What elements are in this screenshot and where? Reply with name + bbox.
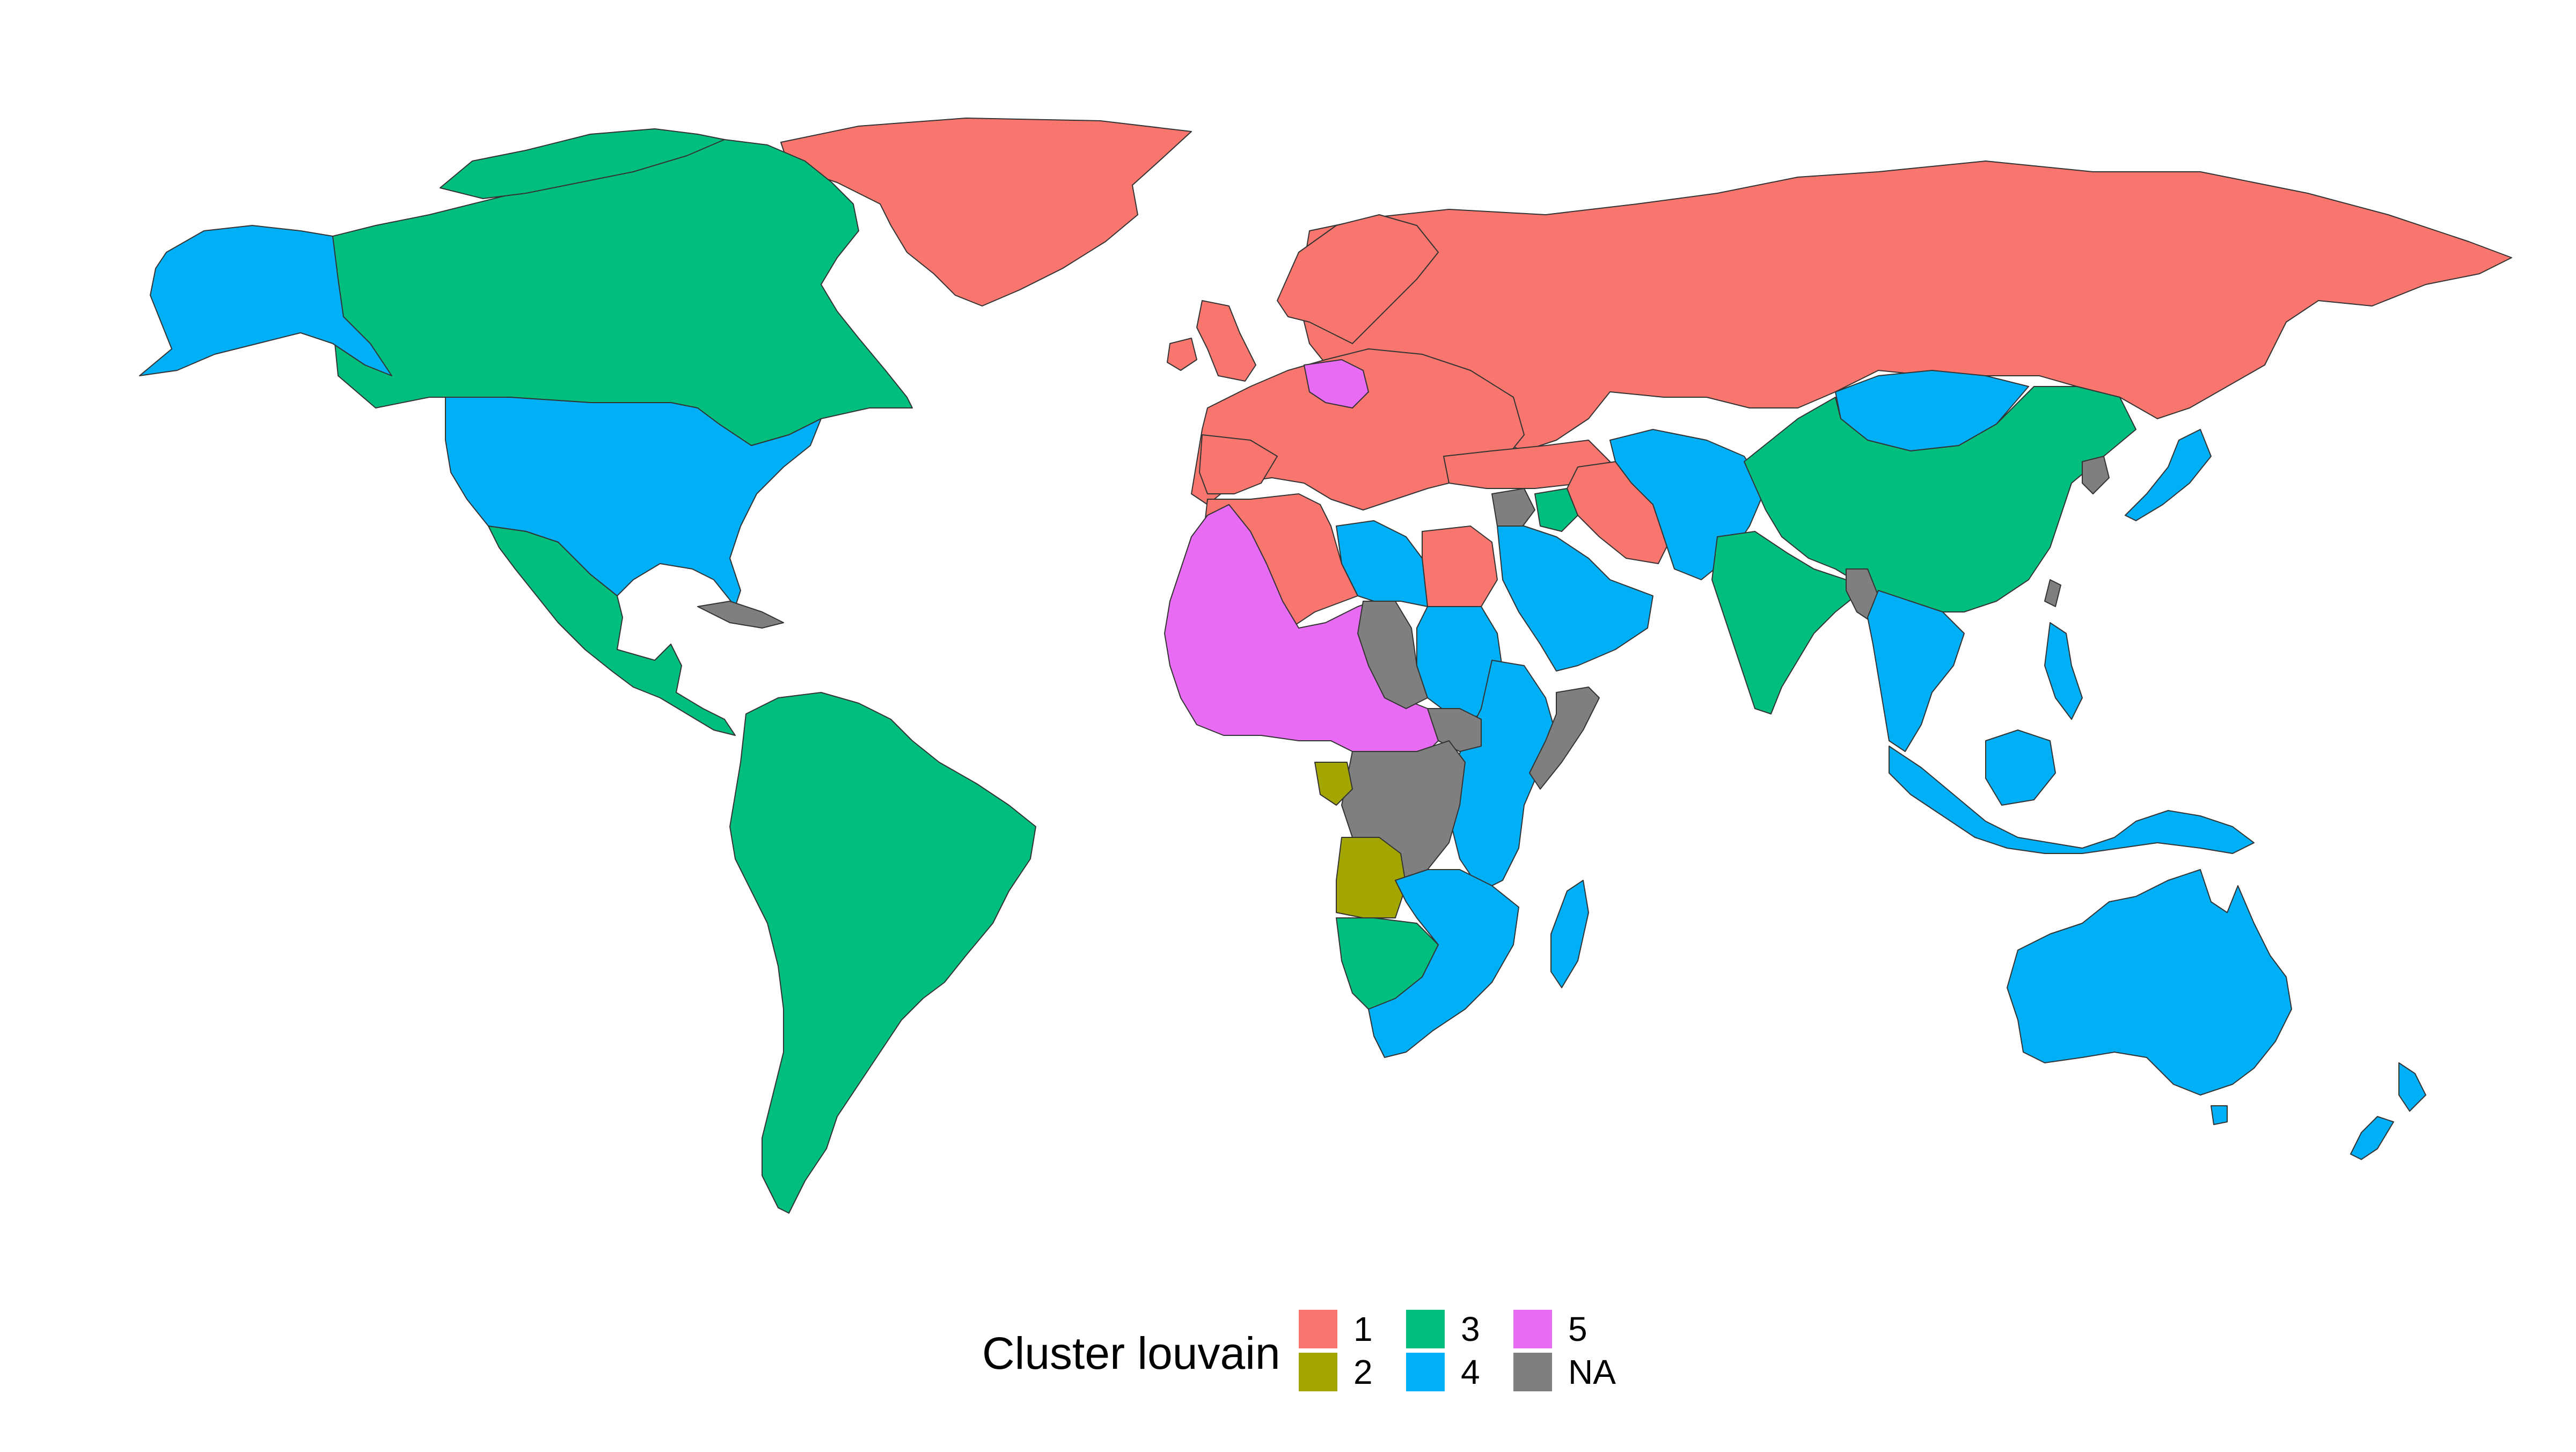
region-angola [1336, 837, 1407, 918]
region-germany [1304, 359, 1369, 408]
region-taiwan [2044, 579, 2061, 607]
region-india [1711, 531, 1863, 714]
legend-entries: 1 2 3 4 5 NA [1299, 1310, 1616, 1391]
region-new-zealand-south [2350, 1116, 2394, 1160]
legend-label-3: 3 [1461, 1310, 1480, 1348]
region-south-america [729, 692, 1036, 1214]
region-southern-africa [1368, 869, 1519, 1058]
region-iberia [1199, 434, 1278, 494]
region-new-zealand [2398, 1062, 2426, 1112]
region-europe [1191, 348, 1525, 510]
region-indonesia [1889, 746, 2255, 854]
region-egypt [1422, 526, 1498, 607]
region-alaska [139, 225, 392, 376]
region-philippines [2044, 622, 2083, 720]
legend-label-5: 5 [1568, 1310, 1587, 1348]
region-china [1744, 386, 2136, 612]
region-south-sudan-ethiopia [1427, 708, 1482, 752]
legend-title: Cluster louvain [982, 1328, 1280, 1378]
region-gabon-congo [1314, 762, 1353, 806]
region-mexico-central-america [488, 526, 736, 736]
region-uk [1196, 300, 1256, 382]
region-chad-niger [1357, 601, 1428, 709]
region-east-africa [1448, 660, 1557, 892]
legend-swatch-1 [1299, 1310, 1337, 1348]
region-southeast-asia [1867, 590, 1965, 752]
legend-label-2: 2 [1353, 1353, 1373, 1391]
region-iraq-green [1534, 488, 1578, 532]
region-madagascar [1550, 880, 1589, 988]
region-cuba-caribbean [697, 601, 784, 629]
legend-swatch-3 [1406, 1310, 1445, 1348]
region-borneo [1985, 729, 2056, 806]
legend-swatch-5 [1513, 1310, 1552, 1348]
legend-label-4: 4 [1461, 1353, 1480, 1391]
region-north-korea [2082, 456, 2110, 494]
legend-label-na: NA [1568, 1353, 1616, 1391]
legend-swatch-2 [1299, 1353, 1337, 1391]
legend-label-1: 1 [1353, 1310, 1373, 1348]
legend-swatch-4 [1406, 1353, 1445, 1391]
countries-layer [139, 118, 2512, 1214]
region-tasmania [2211, 1105, 2228, 1125]
region-greenland [780, 118, 1192, 307]
region-arabia [1497, 526, 1653, 672]
legend-swatch-na [1513, 1353, 1552, 1391]
region-syria-iraq [1491, 488, 1535, 532]
region-japan [2125, 429, 2212, 521]
region-libya [1336, 520, 1428, 607]
legend: Cluster louvain 1 2 3 4 5 NA [982, 1310, 1616, 1391]
region-ireland [1167, 338, 1197, 371]
region-scandinavia [1277, 214, 1439, 344]
region-australia [2007, 869, 2292, 1096]
region-canada-islands [440, 128, 725, 199]
region-somalia [1529, 687, 1600, 790]
